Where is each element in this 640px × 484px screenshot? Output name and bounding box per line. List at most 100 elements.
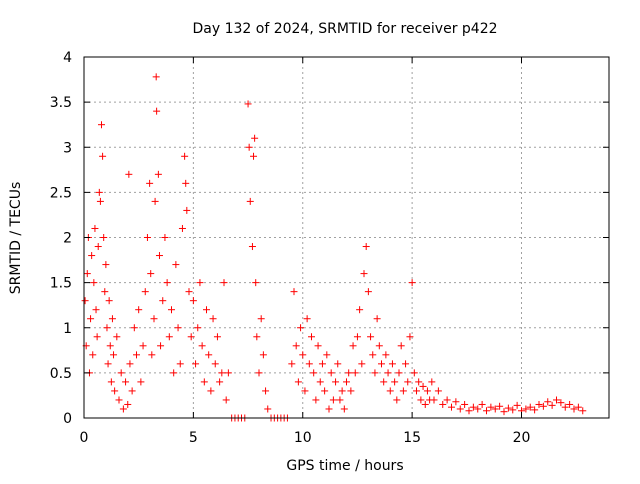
data-point [531,406,539,414]
x-tick-label: 0 [80,430,89,446]
data-points [81,73,587,422]
data-point [81,297,89,305]
data-point [362,243,370,251]
data-point [399,387,407,395]
data-point [351,369,359,377]
data-point [308,333,315,341]
data-point [95,188,103,196]
data-point [108,315,116,323]
data-point [483,407,490,415]
data-point [94,243,102,251]
data-point [327,369,335,377]
x-axis-label: GPS time / hours [286,458,403,474]
data-point [135,306,143,314]
data-point [103,324,111,332]
data-point [310,369,318,377]
data-point [174,324,182,332]
y-tick-label: 1.5 [50,276,72,292]
data-point [248,243,256,251]
data-point [500,408,508,416]
y-axis-label: SRMTID / TECUs [8,182,24,295]
data-point [553,396,560,404]
data-point [161,234,169,241]
data-point [570,405,578,413]
data-point [419,382,427,390]
data-point [504,404,512,412]
data-point [192,360,200,368]
data-point [557,399,565,407]
data-point [539,402,547,410]
data-point [90,279,98,287]
data-point [364,288,372,296]
data-point [356,306,364,314]
data-point [579,407,587,415]
data-point [153,107,161,115]
data-point [168,306,175,314]
data-point [434,387,442,395]
x-tick-label: 15 [403,430,421,446]
x-tick-label: 5 [189,430,198,446]
y-tick-label: 2.5 [50,185,72,201]
data-point [198,342,206,350]
data-point [146,179,154,187]
data-point [96,197,104,205]
data-point [111,387,119,395]
data-point [299,351,307,359]
data-point [404,378,412,386]
data-point [205,351,213,359]
data-point [224,369,232,377]
data-point [345,369,353,377]
data-point [122,378,130,386]
data-point [461,400,469,408]
data-point [430,396,438,404]
data-point [574,403,582,411]
data-point [172,261,180,269]
data-point [100,234,108,241]
data-point [182,179,190,187]
y-tick-label: 0.5 [50,366,72,382]
data-point [107,378,115,386]
data-point [343,378,350,386]
data-point [443,396,451,404]
data-point [548,401,556,409]
data-point [312,396,320,404]
data-point [388,360,396,368]
data-point [189,297,197,305]
data-point [522,405,530,413]
data-point [566,400,574,408]
data-point [115,396,123,404]
data-point [417,396,425,404]
data-point [152,73,160,81]
data-point [421,400,429,408]
data-point [141,288,149,296]
data-point [496,402,504,410]
y-tick-label: 1 [63,321,72,337]
data-point [448,403,455,411]
x-axis-ticks: 0 5 10 15 20 [80,57,530,446]
data-point [99,152,107,160]
data-point [83,270,91,278]
data-point [150,315,158,323]
data-point [113,333,121,341]
data-point [147,270,155,278]
data-point [133,351,140,359]
data-point [245,143,253,151]
data-point [124,400,132,408]
data-point [220,279,228,287]
data-point [318,360,326,368]
data-point [336,396,344,404]
data-point [194,324,202,332]
data-point [159,297,167,305]
y-tick-label: 3 [63,140,72,156]
data-point [452,398,460,406]
data-point [378,360,385,368]
data-point [384,369,392,377]
data-point [181,152,189,160]
data-point [170,369,178,377]
data-point [340,405,348,413]
data-point [369,351,377,359]
data-point [207,387,215,395]
data-point [288,360,296,368]
data-point [301,387,309,395]
data-point [250,152,258,160]
